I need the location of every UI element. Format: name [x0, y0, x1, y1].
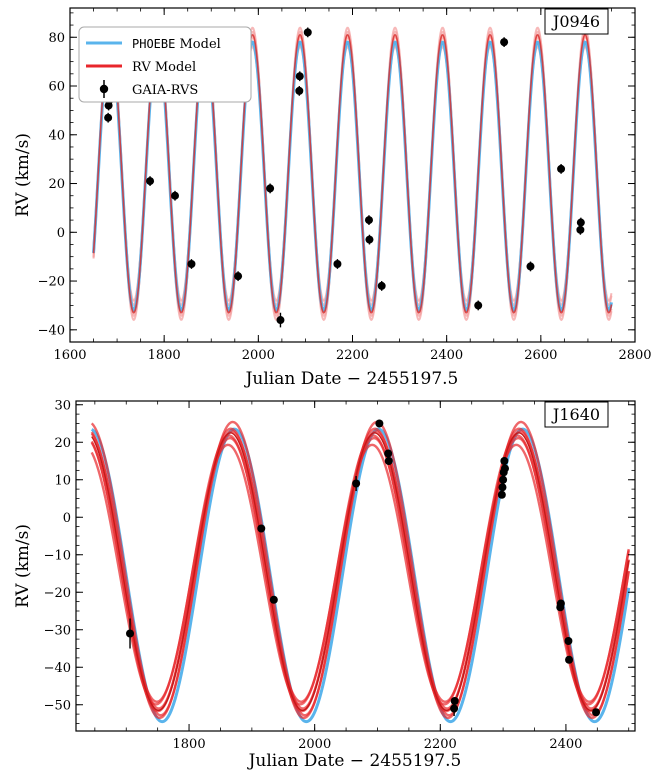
x-tick-label: 2200: [424, 737, 457, 752]
rv-model-curve: [91, 432, 630, 712]
gaia-rvs-point: [170, 191, 179, 200]
y-tick-label: −50: [44, 698, 71, 713]
gaia-rvs-point: [576, 218, 585, 227]
gaia-rvs-point: [375, 419, 384, 428]
y-tick-label: −20: [38, 275, 65, 290]
gaia-rvs-point: [500, 464, 509, 473]
panel-j1640-y-axis-label: RV (km/s): [13, 524, 33, 608]
gaia-rvs-point: [450, 697, 459, 705]
gaia-rvs-point: [234, 272, 243, 281]
y-tick-label: −10: [44, 548, 71, 563]
y-tick-label: −40: [44, 661, 71, 676]
gaia-rvs-point: [557, 164, 566, 173]
panel-j0946-label: J0946: [551, 12, 600, 31]
gaia-rvs-point: [352, 479, 361, 488]
gaia-rvs-point: [303, 28, 312, 37]
gaia-rvs-point: [497, 490, 506, 499]
y-tick-label: 20: [54, 436, 71, 451]
gaia-rvs-point: [556, 599, 565, 608]
y-tick-label: 10: [54, 473, 71, 488]
x-tick-label: 1800: [173, 737, 206, 752]
panel-j0946-x-axis-label: Julian Date − 2455197.5: [244, 369, 459, 389]
x-tick-label: 2000: [242, 348, 275, 363]
x-tick-label: 1600: [53, 348, 86, 363]
x-tick-label: 1800: [148, 348, 181, 363]
gaia-rvs-point: [365, 235, 374, 244]
x-tick-label: 2400: [549, 737, 582, 752]
gaia-rvs-point: [364, 216, 373, 225]
legend-rv-model-label: RV Model: [132, 60, 196, 75]
gaia-rvs-point: [526, 262, 535, 271]
gaia-rvs-point: [576, 225, 585, 234]
gaia-rvs-point: [295, 86, 304, 95]
x-tick-label: 2800: [618, 348, 651, 363]
y-tick-label: 0: [63, 511, 71, 526]
panel-j1640-axes-frame: [75, 400, 636, 732]
y-tick-label: −40: [38, 323, 65, 338]
gaia-rvs-point: [384, 449, 393, 458]
gaia-rvs-point: [146, 177, 155, 186]
y-tick-label: 40: [48, 128, 65, 143]
gaia-rvs-point: [565, 655, 574, 664]
gaia-rvs-point: [498, 483, 507, 492]
gaia-rvs-point: [377, 281, 386, 290]
legend-gaia-marker: [99, 80, 109, 98]
legend-gaia-label: GAIA-RVS: [132, 83, 198, 98]
y-tick-label: −30: [44, 623, 71, 638]
panel-j0946-label-box: J0946: [544, 8, 609, 35]
y-tick-label: 30: [54, 398, 71, 413]
x-tick-label: 2200: [336, 348, 369, 363]
gaia-rvs-point: [276, 316, 285, 325]
panel-j1640-label: J1640: [551, 405, 600, 424]
gaia-rvs-point: [269, 595, 278, 604]
gaia-rvs-point: [450, 704, 459, 713]
panel-j0946-axes-frame: [69, 7, 636, 343]
panel-j0946-y-axis-label: RV (km/s): [13, 133, 33, 217]
gaia-rvs-point: [500, 457, 509, 465]
x-tick-label: 2600: [524, 348, 557, 363]
panel-j1640: 1800 2000 2200 2400 −50 −40 −30 −20 −10 0 10 20 30 J…: [13, 398, 636, 771]
gaia-rvs-point: [295, 72, 304, 81]
y-tick-label: 0: [57, 226, 65, 241]
gaia-rvs-point: [257, 524, 266, 533]
legend-phoebe-label: PHOEBE Model: [132, 37, 221, 52]
panel-j0946-marks: [92, 26, 613, 328]
x-tick-label: 2000: [298, 737, 331, 752]
y-tick-label: 60: [48, 80, 65, 95]
panel-j1640-label-box: J1640: [544, 401, 609, 428]
y-tick-label: −20: [44, 586, 71, 601]
gaia-rvs-point: [500, 38, 509, 47]
y-tick-label: 20: [48, 177, 65, 192]
gaia-rvs-point: [333, 259, 342, 268]
legend: PHOEBE Model RV Model GAIA-RVS: [78, 26, 252, 103]
panel-j1640-x-axis-label: Julian Date − 2455197.5: [247, 751, 462, 771]
panel-j1640-marks: [90, 419, 631, 724]
gaia-rvs-point: [104, 113, 113, 122]
gaia-rvs-point: [474, 301, 483, 310]
gaia-rvs-point: [126, 629, 135, 638]
x-tick-label: 2400: [430, 348, 463, 363]
gaia-rvs-point: [266, 184, 275, 193]
panel-j0946: 1600 1800 2000 2200 2400 2600 2800 −40 −20 0 20 40 6…: [13, 7, 652, 389]
rv-model-posterior-curve: [90, 443, 630, 706]
y-tick-label: 80: [48, 31, 65, 46]
gaia-rvs-point: [499, 475, 508, 484]
gaia-rvs-point: [592, 708, 601, 717]
rv-model-curve: [92, 33, 613, 314]
gaia-rvs-point: [384, 457, 393, 465]
phoebe-model-curve: [91, 427, 631, 724]
gaia-rvs-point: [187, 259, 196, 268]
gaia-rvs-point: [564, 637, 573, 645]
